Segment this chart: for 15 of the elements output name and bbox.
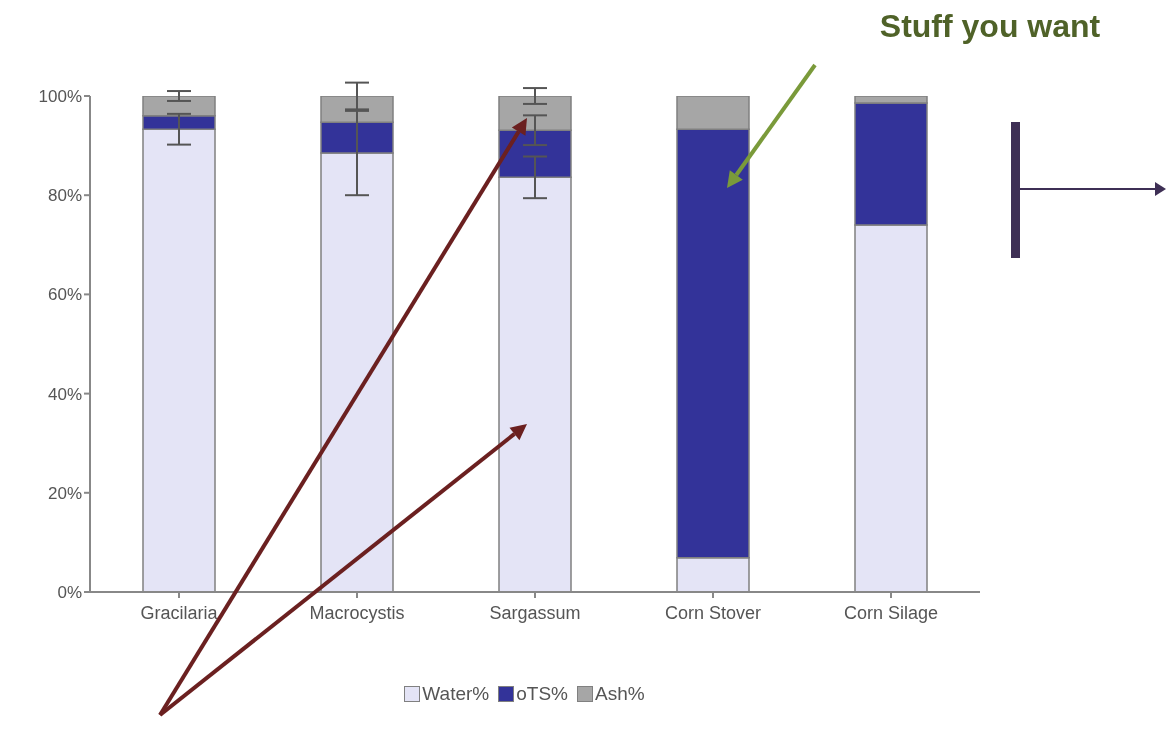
text: Stuff you want	[878, 8, 1102, 45]
legend-label: oTS%	[516, 683, 568, 705]
y-tick-label: 20%	[47, 483, 82, 503]
y-tick-label: 60%	[47, 285, 82, 305]
x-tick-label: Corn Silage	[843, 602, 939, 623]
legend-label: Ash%	[594, 683, 645, 705]
y-tick-label: 0%	[57, 583, 82, 603]
x-tick-label: Sargassum	[489, 602, 581, 623]
x-tick-label: Macrocystis	[309, 602, 405, 623]
y-tick-label: 40%	[47, 384, 82, 404]
legend-label: Water%	[422, 683, 490, 705]
y-tick-label: 100%	[38, 87, 82, 107]
y-tick-label: 80%	[47, 186, 82, 206]
x-tick-label: Corn Stover	[664, 602, 762, 623]
x-tick-label: Gracilaria	[140, 602, 219, 623]
